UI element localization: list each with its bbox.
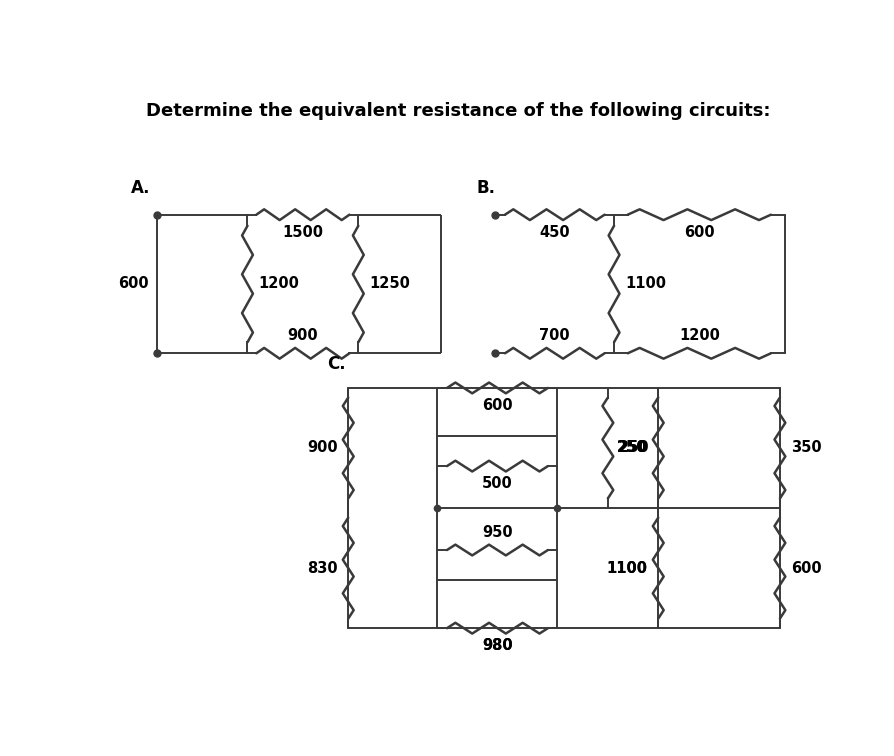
Text: 600: 600 — [482, 398, 512, 413]
Text: 1100: 1100 — [606, 561, 646, 575]
Text: 250: 250 — [616, 441, 646, 456]
Text: C.: C. — [327, 355, 346, 373]
Text: 900: 900 — [307, 441, 337, 456]
Text: 1250: 1250 — [368, 277, 409, 292]
Text: 600: 600 — [118, 277, 149, 292]
Text: 900: 900 — [287, 328, 318, 343]
Text: 950: 950 — [482, 525, 512, 540]
Text: Determine the equivalent resistance of the following circuits:: Determine the equivalent resistance of t… — [146, 101, 770, 119]
Text: 250: 250 — [618, 441, 649, 456]
Text: 250: 250 — [616, 441, 646, 456]
Text: 700: 700 — [539, 328, 569, 343]
Text: 980: 980 — [482, 638, 512, 653]
Text: 1200: 1200 — [258, 277, 299, 292]
Text: 350: 350 — [790, 441, 821, 456]
Text: 1200: 1200 — [679, 328, 719, 343]
Text: 600: 600 — [683, 225, 713, 240]
Text: 830: 830 — [307, 561, 337, 575]
Text: A.: A. — [131, 179, 150, 197]
Text: 600: 600 — [790, 561, 821, 575]
Text: 1500: 1500 — [283, 225, 323, 240]
Text: 450: 450 — [539, 225, 569, 240]
Text: 500: 500 — [482, 476, 512, 491]
Text: 1100: 1100 — [606, 561, 646, 575]
Text: B.: B. — [476, 179, 494, 197]
Text: 1100: 1100 — [624, 277, 665, 292]
Text: 980: 980 — [482, 638, 512, 653]
